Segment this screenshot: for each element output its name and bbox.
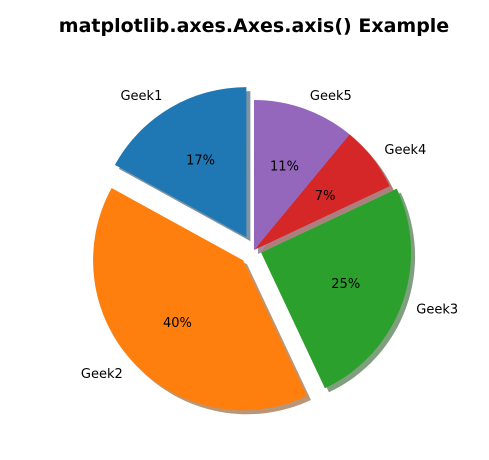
- label-layer: 17% Geek1 40% Geek2 25% Geek3 7% Geek4 11% Geek5: [81, 89, 458, 382]
- pie-slice-geek1: [114, 87, 247, 238]
- chart-title: matplotlib.axes.Axes.axis() Example: [59, 15, 449, 37]
- slice-label-geek1: Geek1: [120, 89, 162, 104]
- percent-label-geek5: 11%: [270, 159, 299, 174]
- slice-layer: [93, 87, 412, 411]
- slice-label-geek4: Geek4: [384, 143, 426, 158]
- pie-slice-geek3: [261, 188, 412, 389]
- pie-slice-geek5: [254, 100, 350, 250]
- percent-label-geek4: 7%: [315, 189, 336, 204]
- pie-slice-geek4: [254, 134, 390, 250]
- slice-label-geek3: Geek3: [416, 302, 458, 317]
- percent-label-geek1: 17%: [186, 154, 215, 169]
- slice-label-geek2: Geek2: [81, 367, 123, 382]
- slice-label-geek5: Geek5: [310, 89, 352, 104]
- percent-label-geek2: 40%: [163, 316, 192, 331]
- pie-slice-geek2: [93, 188, 307, 411]
- percent-label-geek3: 25%: [331, 277, 360, 292]
